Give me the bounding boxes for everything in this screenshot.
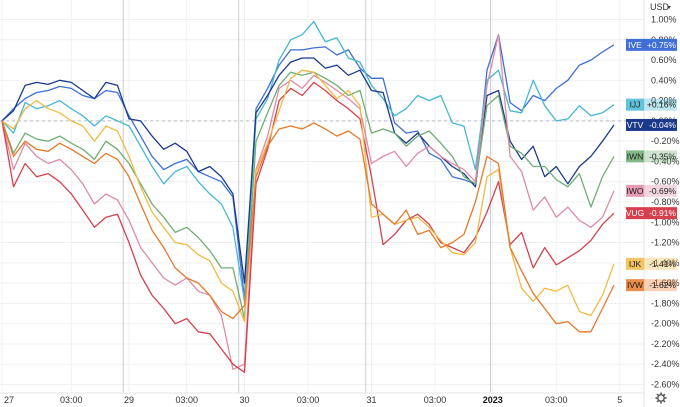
x-tick-label: 03:00 bbox=[424, 395, 447, 405]
ticker-badge bbox=[626, 150, 644, 163]
x-tick-label: 03:00 bbox=[175, 395, 198, 405]
x-tick-label: 2023 bbox=[483, 395, 503, 405]
series-line-ive bbox=[1, 34, 615, 299]
last-value-tag-ijk[interactable]: IJK -1.41% bbox=[626, 257, 677, 270]
settings-button[interactable] bbox=[655, 392, 667, 404]
series-lines bbox=[1, 20, 615, 373]
y-tick-label: -0.80% bbox=[651, 197, 680, 207]
series-line-ijj bbox=[1, 20, 615, 303]
ticker-label: VTV bbox=[627, 120, 644, 130]
x-tick-label: 29 bbox=[124, 395, 134, 405]
last-value-label: -0.91% bbox=[649, 208, 676, 218]
gear-icon[interactable] bbox=[657, 394, 665, 402]
x-tick-label: 27 bbox=[4, 395, 14, 405]
value-badge bbox=[644, 118, 677, 131]
y-tick-label: -1.20% bbox=[651, 238, 680, 248]
y-tick-label: -2.40% bbox=[651, 359, 680, 369]
x-tick-label: 03:00 bbox=[545, 395, 568, 405]
ticker-badge bbox=[626, 207, 644, 220]
ticker-label: IVE bbox=[628, 40, 642, 50]
x-tick-label: 03:00 bbox=[60, 395, 83, 405]
last-value-label: -0.04% bbox=[649, 120, 676, 130]
last-value-label: -1.41% bbox=[649, 259, 676, 269]
value-badge bbox=[644, 279, 677, 292]
ticker-label: IJK bbox=[629, 259, 642, 269]
last-value-label: -0.69% bbox=[649, 186, 676, 196]
value-badge bbox=[644, 38, 677, 51]
chevron-down-icon[interactable] bbox=[667, 6, 671, 9]
value-badge bbox=[644, 184, 677, 197]
x-tick-label: 5 bbox=[617, 395, 622, 405]
y-tick-label: 0.40% bbox=[651, 75, 677, 85]
ticker-label: IWO bbox=[627, 186, 644, 196]
y-tick-label: 0.20% bbox=[651, 96, 677, 106]
x-tick-label: 31 bbox=[367, 395, 377, 405]
ticker-badge bbox=[626, 98, 644, 111]
last-value-label: +0.75% bbox=[647, 40, 677, 50]
y-tick-label: -1.40% bbox=[651, 258, 680, 268]
last-value-tag-vtv[interactable]: VTV -0.04% bbox=[626, 118, 677, 131]
value-badge bbox=[644, 150, 677, 163]
value-badge bbox=[644, 257, 677, 270]
x-axis: 27 03:00 29 03:00 30 03:00 31 03:00 2023 03:00 5 bbox=[0, 392, 644, 405]
value-badge bbox=[644, 98, 677, 111]
last-value-tag-ive[interactable]: IVE +0.75% bbox=[626, 38, 677, 51]
series-line-vug bbox=[1, 81, 615, 373]
currency-selector[interactable]: USD bbox=[650, 2, 671, 12]
series-line-ivw bbox=[1, 120, 615, 333]
y-tick-label: -2.00% bbox=[651, 319, 680, 329]
y-tick-label: -1.80% bbox=[651, 298, 680, 308]
last-value-label: -1.62% bbox=[649, 280, 676, 290]
y-tick-label: -0.60% bbox=[651, 177, 680, 187]
y-tick-label: -0.40% bbox=[651, 156, 680, 166]
ticker-badge bbox=[626, 184, 644, 197]
session-breaks bbox=[122, 0, 491, 393]
ticker-label: IJJ bbox=[630, 100, 641, 110]
last-value-tag-iwn[interactable]: IWN -0.35% bbox=[626, 150, 677, 163]
y-tick-label: -2.60% bbox=[651, 380, 680, 390]
x-tick-label: 30 bbox=[239, 395, 249, 405]
grid-lines bbox=[0, 0, 644, 393]
last-value-label: +0.16% bbox=[647, 100, 677, 110]
y-tick-label: -0.20% bbox=[651, 136, 680, 146]
ticker-badge bbox=[626, 257, 644, 270]
gear-teeth bbox=[655, 392, 667, 404]
y-tick-label: 0.60% bbox=[651, 55, 677, 65]
ticker-badge bbox=[626, 38, 644, 51]
currency-label[interactable]: USD bbox=[650, 2, 670, 12]
series-line-iwo bbox=[1, 34, 615, 370]
y-tick-label: -2.20% bbox=[651, 339, 680, 349]
ticker-label: IVW bbox=[627, 280, 643, 290]
last-value-tag-vug[interactable]: VUG -0.91% bbox=[626, 207, 677, 220]
y-tick-label: -1.60% bbox=[651, 278, 680, 288]
last-value-tag-iwo[interactable]: IWO -0.69% bbox=[626, 184, 677, 197]
ticker-label: VUG bbox=[626, 208, 644, 218]
x-tick-label: 03:00 bbox=[297, 395, 320, 405]
last-value-tag-ijj[interactable]: IJJ +0.16% bbox=[626, 98, 677, 111]
series-line-vtv bbox=[1, 57, 615, 284]
y-tick-label: 1.00% bbox=[651, 15, 677, 25]
series-line-ijk bbox=[1, 69, 615, 323]
last-value-tags[interactable]: IVE +0.75%IJJ +0.16%VTV -0.04%IWN -0.35%IWO -… bbox=[626, 38, 677, 292]
last-value-label: -0.35% bbox=[649, 151, 676, 161]
y-tick-label: -1.00% bbox=[651, 217, 680, 227]
last-value-tag-ivw[interactable]: IVW -1.62% bbox=[626, 279, 677, 292]
ticker-badge bbox=[626, 279, 644, 292]
series-line-iwn bbox=[1, 71, 615, 320]
value-badge bbox=[644, 207, 677, 220]
ticker-badge bbox=[626, 118, 644, 131]
ticker-label: IWN bbox=[627, 151, 644, 161]
